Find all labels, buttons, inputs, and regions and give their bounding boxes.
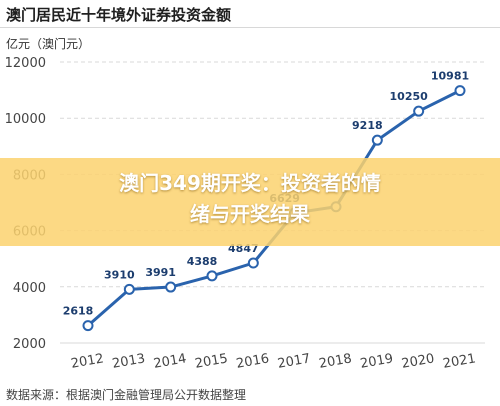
x-tick-label: 2017 [276, 351, 311, 372]
data-label: 3910 [104, 268, 135, 281]
y-tick-label: 12000 [5, 56, 46, 71]
data-label: 10250 [390, 90, 429, 103]
x-tick-label: 2021 [442, 351, 477, 372]
y-tick-label: 10000 [5, 112, 46, 127]
data-label: 3991 [145, 266, 176, 279]
overlay-line-1: 澳门349期开奖：投资者的情 [119, 171, 381, 195]
y-tick-label: 4000 [13, 281, 46, 296]
data-source-note: 数据来源：根据澳门金融管理局公开数据整理 [6, 388, 247, 402]
x-tick-label: 2012 [70, 351, 105, 372]
data-point [371, 134, 383, 146]
y-axis-unit-label: 亿元（澳门元） [6, 37, 91, 51]
overlay-banner: 澳门349期开奖：投资者的情 绪与开奖结果 [0, 158, 500, 246]
chart-title: 澳门居民近十年境外证券投资金额 [6, 6, 232, 24]
overlay-line-2: 绪与开奖结果 [190, 202, 310, 226]
data-point [247, 257, 259, 269]
data-label: 9218 [352, 119, 383, 132]
data-point [413, 105, 425, 117]
data-point [165, 281, 177, 293]
x-tick-label: 2019 [359, 351, 394, 372]
title-divider [0, 27, 500, 28]
data-point [206, 270, 218, 282]
x-tick-label: 2018 [318, 351, 353, 372]
data-label: 4388 [187, 255, 218, 268]
overlay-headline: 澳门349期开奖：投资者的情 绪与开奖结果 [0, 168, 500, 230]
data-point [123, 283, 135, 295]
x-tick-label: 2015 [194, 351, 229, 372]
y-tick-label: 2000 [13, 337, 46, 352]
x-tick-label: 2014 [152, 351, 187, 372]
data-label: 10981 [431, 70, 469, 83]
x-tick-label: 2016 [235, 351, 270, 372]
x-tick-label: 2013 [111, 351, 146, 372]
data-point [454, 85, 466, 97]
x-tick-label: 2020 [400, 351, 435, 372]
data-label: 2618 [63, 305, 94, 318]
data-point [82, 320, 94, 332]
